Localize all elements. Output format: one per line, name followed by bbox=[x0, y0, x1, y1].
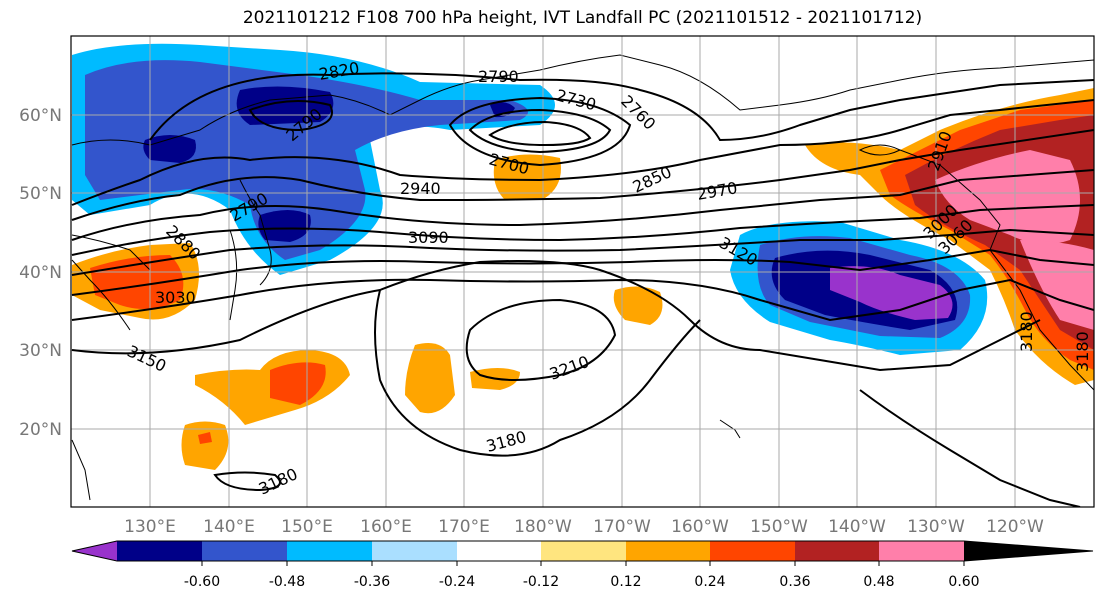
colorbar-segment bbox=[72, 541, 117, 561]
latitude-axis: 60°N 50°N 40°N 30°N 20°N bbox=[19, 106, 62, 440]
lat-label: 30°N bbox=[19, 341, 62, 361]
lat-label: 20°N bbox=[19, 420, 62, 440]
lon-label: 130°E bbox=[124, 517, 176, 537]
contour-label: 3090 bbox=[408, 228, 449, 247]
lat-label: 50°N bbox=[19, 184, 62, 204]
colorbar-tick-label: 0.24 bbox=[694, 574, 725, 590]
colorbar-segment bbox=[541, 541, 626, 561]
lon-label: 180°W bbox=[514, 517, 572, 537]
colorbar-segment bbox=[626, 541, 710, 561]
map-frame bbox=[70, 35, 1095, 508]
colorbar-tick-label: -0.12 bbox=[523, 574, 559, 590]
map-title: 2021101212 F108 700 hPa height, IVT Land… bbox=[242, 8, 923, 28]
lat-label: 60°N bbox=[19, 106, 62, 126]
colorbar-tick-label: -0.48 bbox=[269, 574, 305, 590]
lat-label: 40°N bbox=[19, 263, 62, 283]
longitude-axis: 130°E 140°E 150°E 160°E 170°E 180°W 170°… bbox=[124, 517, 1044, 537]
lon-label: 160°E bbox=[360, 517, 412, 537]
colorbar-tick-label: 0.60 bbox=[948, 574, 979, 590]
colorbar-segment bbox=[457, 541, 541, 561]
colorbar-segment bbox=[372, 541, 457, 561]
height-contours bbox=[71, 72, 1094, 507]
map-panel: 2820 2790 2730 2760 2790 2700 2850 2940 … bbox=[70, 35, 1095, 508]
coastlines bbox=[71, 54, 1094, 501]
colorbar-tick-label: 0.36 bbox=[779, 574, 810, 590]
colorbar-segment bbox=[202, 541, 287, 561]
lon-label: 140°E bbox=[203, 517, 255, 537]
contour-label: 3180 bbox=[1073, 331, 1092, 372]
colorbar-tick-label: -0.36 bbox=[354, 574, 390, 590]
lon-label: 170°E bbox=[438, 517, 490, 537]
colorbar-segment bbox=[287, 541, 372, 561]
lon-label: 160°W bbox=[671, 517, 729, 537]
colorbar-segment bbox=[964, 541, 1093, 561]
contour-label: 2940 bbox=[400, 179, 441, 198]
colorbar: -0.60 -0.48 -0.36 -0.24 -0.12 0.12 0.24 … bbox=[71, 540, 1094, 590]
colorbar-tick-label: -0.24 bbox=[439, 574, 475, 590]
colorbar-segment bbox=[117, 541, 202, 561]
contour-label: 3180 bbox=[1017, 311, 1036, 352]
lon-label: 130°W bbox=[907, 517, 965, 537]
colorbar-tick-label: -0.60 bbox=[184, 574, 220, 590]
colorbar-segment bbox=[879, 541, 964, 561]
colorbar-segment bbox=[710, 541, 795, 561]
lon-label: 120°W bbox=[986, 517, 1044, 537]
lon-label: 150°W bbox=[750, 517, 808, 537]
colorbar-tick-label: 0.12 bbox=[610, 574, 641, 590]
contour-label: 3030 bbox=[155, 288, 196, 307]
colorbar-tick-label: 0.48 bbox=[863, 574, 894, 590]
contour-label: 2790 bbox=[478, 67, 519, 86]
colorbar-segment bbox=[795, 541, 879, 561]
lon-label: 150°E bbox=[281, 517, 333, 537]
lon-label: 170°W bbox=[593, 517, 651, 537]
lon-label: 140°W bbox=[828, 517, 886, 537]
